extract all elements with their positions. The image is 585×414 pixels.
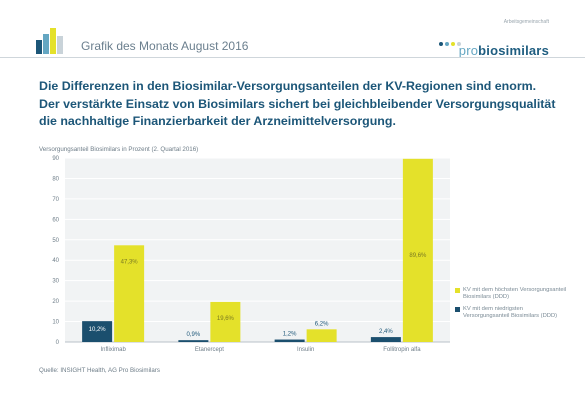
bar-high [306,329,337,342]
data-label-low: 0,9% [187,332,201,338]
legend-swatch-high [455,288,460,293]
legend-item-high: KV mit dem höchsten Versorgungsanteil Bi… [455,287,570,301]
data-label-high: 19,6% [217,316,235,322]
source-note: Quelle: INSIGHT Health, AG Pro Biosimila… [39,367,160,374]
x-tick-label: Infliximab [100,347,126,353]
data-label-high: 6,2% [315,321,329,327]
legend: KV mit dem höchsten Versorgungsanteil Bi… [455,287,570,325]
bar-high [210,301,241,342]
bar-chart-logo-icon [36,28,63,54]
brand-logo: Arbeitsgemeinschaft probiosimilars [439,19,549,58]
page-title: Grafik des Monats August 2016 [81,39,249,53]
headline: Die Differenzen in den Biosimilar-Versor… [39,78,559,131]
data-label-low: 1,2% [283,332,297,338]
bar-low [370,337,401,342]
brand-pro: pro [458,43,479,58]
legend-label-low: KV mit dem niedrigsten Versorgungsanteil… [463,306,558,319]
y-tick-label: 20 [52,299,59,305]
x-tick-label: Etanercept [195,347,224,353]
data-label-low: 2,4% [379,329,393,335]
y-tick-label: 0 [56,340,60,346]
chart-title: Versorgungsanteil Biosimilars in Prozent… [39,146,199,153]
data-label-low: 10,2% [89,327,107,333]
y-tick-label: 80 [52,176,59,182]
legend-label-high: KV mit dem höchsten Versorgungsanteil Bi… [463,287,567,300]
y-tick-label: 90 [52,156,59,162]
y-tick-label: 30 [52,279,59,285]
data-label-high: 47,3% [121,259,139,265]
bar-low [82,321,113,342]
bar-low [178,340,209,342]
bar-high [402,158,433,342]
header-divider [0,57,585,58]
bar-high [114,245,145,342]
headline-line-2: Der verstärkte Einsatz von Biosimilars s… [39,96,556,111]
brand-biosimilars: biosimilars [478,43,549,58]
legend-swatch-low [455,307,460,312]
bar-low [274,339,305,342]
brand-name: probiosimilars [459,43,549,58]
headline-line-3: die nachhaltige Finanzierbarkeit der Arz… [39,114,396,128]
x-tick-label: Insulin [297,347,314,353]
header: Grafik des Monats August 2016 Arbeitsgem… [0,0,585,62]
legend-item-low: KV mit dem niedrigsten Versorgungsanteil… [455,306,570,320]
y-tick-label: 60 [52,217,59,223]
x-tick-label: Follitropin alfa [383,347,421,353]
y-tick-label: 70 [52,197,59,203]
brand-tagline: Arbeitsgemeinschaft [503,19,549,25]
y-tick-label: 10 [52,320,59,326]
y-tick-label: 40 [52,258,59,264]
brand-dots-icon [439,33,463,51]
data-label-high: 89,6% [409,253,427,259]
headline-line-1: Die Differenzen in den Biosimilar-Versor… [39,79,537,93]
y-tick-label: 50 [52,238,59,244]
